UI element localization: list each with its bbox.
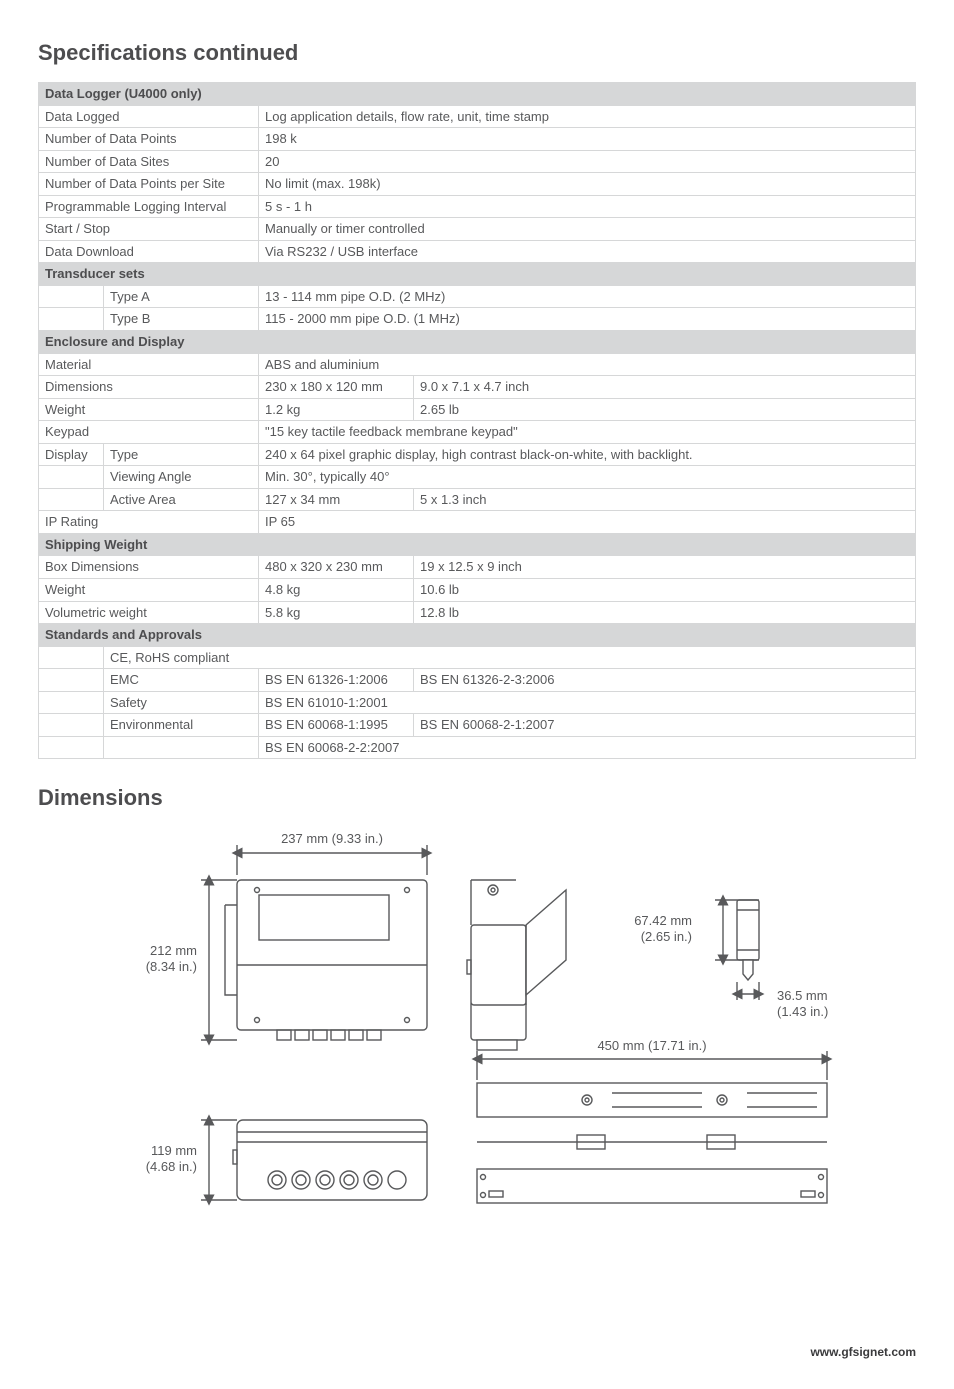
- dim-label: (1.43 in.): [777, 1004, 828, 1019]
- table-row: Number of Data Sites20: [39, 150, 916, 173]
- dim-label: (8.34 in.): [146, 959, 197, 974]
- table-section-header: Transducer sets: [39, 263, 916, 286]
- table-row: Programmable Logging Interval5 s - 1 h: [39, 195, 916, 218]
- table-row: BS EN 60068-2-2:2007: [39, 736, 916, 759]
- dim-label: 67.42 mm: [634, 913, 692, 928]
- table-section-header: Data Logger (U4000 only): [39, 83, 916, 106]
- dim-label: 119 mm: [151, 1143, 197, 1158]
- dim-label: (2.65 in.): [641, 929, 692, 944]
- table-row: Dimensions230 x 180 x 120 mm9.0 x 7.1 x …: [39, 376, 916, 399]
- table-row: CE, RoHS compliant: [39, 646, 916, 669]
- table-section-header: Shipping Weight: [39, 533, 916, 556]
- table-row: IP RatingIP 65: [39, 511, 916, 534]
- table-row: Start / StopManually or timer controlled: [39, 218, 916, 241]
- spec-heading: Specifications continued: [38, 40, 916, 66]
- dim-label: 212 mm: [150, 943, 197, 958]
- dim-label: 237 mm (9.33 in.): [281, 831, 383, 846]
- dim-label: 36.5 mm: [777, 988, 828, 1003]
- table-row: Active Area127 x 34 mm5 x 1.3 inch: [39, 488, 916, 511]
- table-row: Type B115 - 2000 mm pipe O.D. (1 MHz): [39, 308, 916, 331]
- dim-label: 450 mm (17.71 in.): [597, 1038, 706, 1053]
- table-row: Data LoggedLog application details, flow…: [39, 105, 916, 128]
- table-row: Box Dimensions480 x 320 x 230 mm19 x 12.…: [39, 556, 916, 579]
- table-row: DisplayType240 x 64 pixel graphic displa…: [39, 443, 916, 466]
- table-row: Number of Data Points198 k: [39, 128, 916, 151]
- table-row: Viewing AngleMin. 30°, typically 40°: [39, 466, 916, 489]
- table-row: MaterialABS and aluminium: [39, 353, 916, 376]
- table-section-header: Enclosure and Display: [39, 331, 916, 354]
- table-row: Volumetric weight5.8 kg12.8 lb: [39, 601, 916, 624]
- table-row: Type A13 - 114 mm pipe O.D. (2 MHz): [39, 285, 916, 308]
- dimensions-heading: Dimensions: [38, 785, 916, 811]
- table-row: Weight4.8 kg10.6 lb: [39, 579, 916, 602]
- table-row: Keypad"15 key tactile feedback membrane …: [39, 421, 916, 444]
- table-section-header: Standards and Approvals: [39, 624, 916, 647]
- table-row: Data DownloadVia RS232 / USB interface: [39, 240, 916, 263]
- table-row: Weight1.2 kg2.65 lb: [39, 398, 916, 421]
- table-row: Number of Data Points per SiteNo limit (…: [39, 173, 916, 196]
- footer-url: www.gfsignet.com: [38, 1345, 916, 1359]
- dimensions-diagram: 237 mm (9.33 in.) 212 mm (8.34 in.): [38, 825, 916, 1265]
- dim-label: (4.68 in.): [146, 1159, 197, 1174]
- table-row: EMCBS EN 61326-1:2006BS EN 61326-2-3:200…: [39, 669, 916, 692]
- spec-table: Data Logger (U4000 only) Data LoggedLog …: [38, 82, 916, 759]
- table-row: EnvironmentalBS EN 60068-1:1995BS EN 600…: [39, 714, 916, 737]
- table-row: SafetyBS EN 61010-1:2001: [39, 691, 916, 714]
